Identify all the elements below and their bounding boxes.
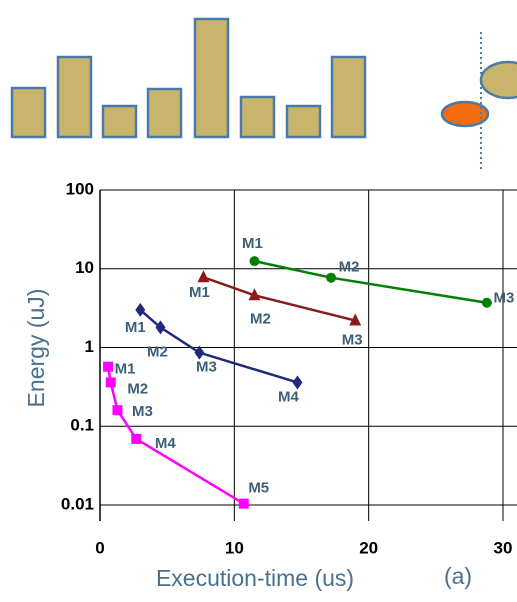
point	[135, 303, 145, 317]
point	[482, 298, 492, 308]
point	[131, 434, 141, 444]
point	[197, 270, 209, 282]
y-tick-label: 10	[75, 258, 94, 277]
point-label: M4	[155, 435, 176, 452]
deco-bar	[12, 88, 45, 137]
point-label: M2	[147, 343, 168, 360]
point-label: M2	[339, 259, 360, 276]
point	[292, 375, 302, 389]
point	[249, 256, 259, 266]
x-tick-label: 0	[95, 538, 104, 557]
y-tick-label: 0.1	[70, 416, 94, 435]
deco-bar	[195, 19, 228, 137]
point-label: M4	[278, 388, 299, 405]
point	[326, 273, 336, 283]
point	[106, 377, 116, 387]
point-label: M1	[242, 235, 263, 252]
point-label: M1	[189, 284, 210, 301]
x-tick-label: 30	[494, 538, 513, 557]
y-tick-label: 1	[85, 337, 94, 356]
y-axis-title: Energy (uJ)	[23, 289, 49, 408]
point-label: M3	[342, 332, 363, 349]
point-label: M2	[127, 380, 148, 397]
point-label: M3	[196, 359, 217, 376]
point	[155, 320, 165, 334]
y-tick-label: 100	[66, 179, 94, 198]
point-label: M3	[132, 403, 153, 420]
deco-bar	[58, 57, 91, 137]
point	[103, 362, 113, 372]
point	[239, 499, 249, 509]
chart: Execution-time (us) (a) Energy (uJ) 0.01…	[0, 0, 517, 602]
deco-bar	[148, 89, 181, 137]
deco-bar	[241, 97, 274, 137]
x-tick-label: 20	[359, 538, 378, 557]
x-tick-label: 10	[225, 538, 244, 557]
deco-bar	[332, 57, 365, 137]
annotation: (a)	[444, 563, 472, 589]
series-line	[203, 277, 355, 320]
deco-bar	[287, 106, 320, 137]
point	[112, 405, 122, 415]
decoration	[12, 19, 517, 172]
x-axis-title: Execution-time (us)	[156, 565, 354, 591]
point-label: M1	[125, 319, 146, 336]
deco-ellipse	[481, 62, 517, 98]
y-tick-label: 0.01	[61, 494, 94, 513]
point-label: M5	[248, 480, 269, 497]
series-line	[254, 261, 486, 303]
point-label: M3	[493, 290, 514, 307]
point-label: M1	[115, 361, 136, 378]
point-label: M2	[250, 310, 271, 327]
deco-bar	[103, 106, 136, 137]
